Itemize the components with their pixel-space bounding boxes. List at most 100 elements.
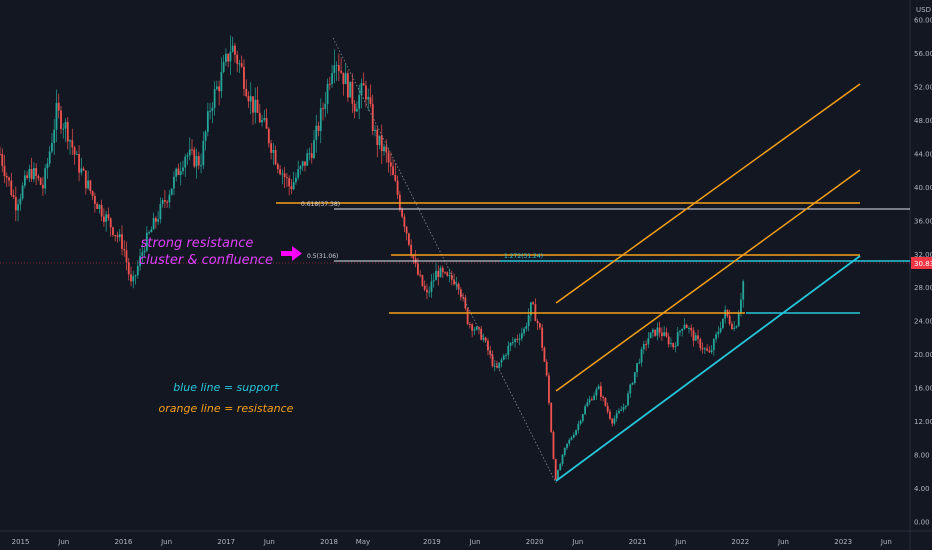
candle-body bbox=[32, 168, 35, 180]
price-tick-label: 12.00 bbox=[914, 418, 932, 426]
candle-body bbox=[588, 399, 591, 403]
candle-body bbox=[261, 120, 263, 123]
candle-body bbox=[342, 72, 345, 85]
price-tick-label: 8.00 bbox=[914, 452, 930, 460]
candle-body bbox=[633, 372, 636, 383]
candle-body bbox=[541, 327, 544, 348]
candle-body bbox=[227, 53, 230, 62]
candle-body bbox=[186, 155, 189, 157]
candle-body bbox=[121, 234, 123, 249]
candle-body bbox=[195, 156, 198, 167]
candle-body bbox=[728, 315, 731, 324]
candle-body bbox=[532, 302, 535, 305]
candle-body bbox=[688, 327, 690, 329]
resistance-channel-upper bbox=[555, 83, 861, 304]
candle-body bbox=[161, 200, 164, 204]
candle-body bbox=[719, 328, 722, 332]
candle-body bbox=[660, 332, 663, 336]
candle-body bbox=[613, 418, 616, 424]
candle-body bbox=[326, 83, 329, 104]
candle-body bbox=[87, 180, 90, 189]
candle-body bbox=[733, 327, 736, 329]
candle-body bbox=[322, 108, 324, 110]
candle-body bbox=[737, 312, 740, 327]
candle-body bbox=[491, 354, 494, 367]
time-tick-label: Jun bbox=[571, 538, 583, 546]
candle-body bbox=[60, 110, 62, 129]
candle-body bbox=[346, 73, 349, 98]
candle-body bbox=[168, 194, 171, 203]
candle-body bbox=[84, 170, 87, 189]
candle-body bbox=[586, 402, 589, 407]
candle-body bbox=[105, 214, 108, 222]
candle-body bbox=[493, 365, 496, 367]
candle-body bbox=[581, 414, 584, 421]
candle-body bbox=[667, 336, 670, 345]
candle-body bbox=[715, 334, 718, 340]
candle-body bbox=[96, 203, 99, 209]
time-tick-label: Jun bbox=[777, 538, 789, 546]
candle-body bbox=[313, 140, 315, 159]
candle-body bbox=[694, 335, 697, 341]
candle-body bbox=[539, 323, 541, 328]
candle-body bbox=[683, 324, 686, 329]
last-price-value: 30.83 bbox=[914, 260, 932, 268]
candle-body bbox=[123, 248, 126, 251]
candle-body bbox=[421, 275, 424, 286]
candle-body bbox=[57, 102, 60, 111]
price-tick-label: 52.00 bbox=[914, 83, 932, 91]
candle-body bbox=[600, 386, 602, 397]
candle-body bbox=[356, 108, 358, 112]
candle-body bbox=[453, 279, 455, 285]
candle-body bbox=[297, 169, 300, 178]
price-tick-label: 40.00 bbox=[914, 184, 932, 192]
candle-body bbox=[301, 161, 304, 167]
candle-body bbox=[398, 194, 401, 210]
candle-body bbox=[19, 198, 22, 205]
candle-body bbox=[276, 164, 279, 170]
candle-body bbox=[10, 180, 13, 196]
candle-body bbox=[270, 143, 272, 153]
candle-body bbox=[37, 176, 40, 179]
candle-body bbox=[679, 330, 681, 333]
candle-body bbox=[211, 107, 214, 112]
candle-body bbox=[82, 168, 85, 171]
candle-body bbox=[182, 167, 184, 172]
candle-body bbox=[75, 154, 78, 156]
candle-body bbox=[184, 156, 187, 168]
candle-body bbox=[645, 344, 647, 346]
candle-body bbox=[252, 96, 254, 113]
candle-body bbox=[164, 200, 166, 202]
candle-body bbox=[125, 250, 128, 263]
candle-body bbox=[12, 195, 15, 198]
candle-body bbox=[536, 321, 539, 324]
candle-body bbox=[256, 99, 259, 113]
candle-body bbox=[640, 349, 643, 363]
candle-body bbox=[132, 276, 135, 282]
time-axis: 2015 Jun 2016 Jun 2017 Jun 2018 May 2019 Jun 2020 J… bbox=[12, 538, 892, 546]
candle-body bbox=[500, 359, 503, 363]
candle-body bbox=[200, 165, 202, 167]
time-tick-label: Jun bbox=[674, 538, 686, 546]
candle-body bbox=[157, 219, 160, 222]
candle-body bbox=[344, 73, 347, 85]
candle-body bbox=[401, 209, 404, 217]
candle-body bbox=[545, 361, 548, 376]
time-tick-label: 2015 bbox=[12, 538, 30, 546]
candle-body bbox=[281, 173, 284, 175]
candle-body bbox=[5, 176, 8, 178]
candle-body bbox=[240, 63, 243, 67]
candle-body bbox=[134, 275, 137, 277]
time-tick-label: May bbox=[356, 538, 370, 546]
candle-body bbox=[624, 405, 627, 408]
candle-body bbox=[317, 125, 320, 131]
candle-body bbox=[514, 339, 516, 343]
support-trendline bbox=[555, 255, 861, 482]
candle-body bbox=[23, 175, 26, 186]
candle-body bbox=[170, 188, 173, 195]
candle-body bbox=[457, 283, 460, 290]
candle-body bbox=[670, 343, 672, 345]
candle-body bbox=[209, 111, 211, 113]
candle-body bbox=[127, 262, 130, 275]
